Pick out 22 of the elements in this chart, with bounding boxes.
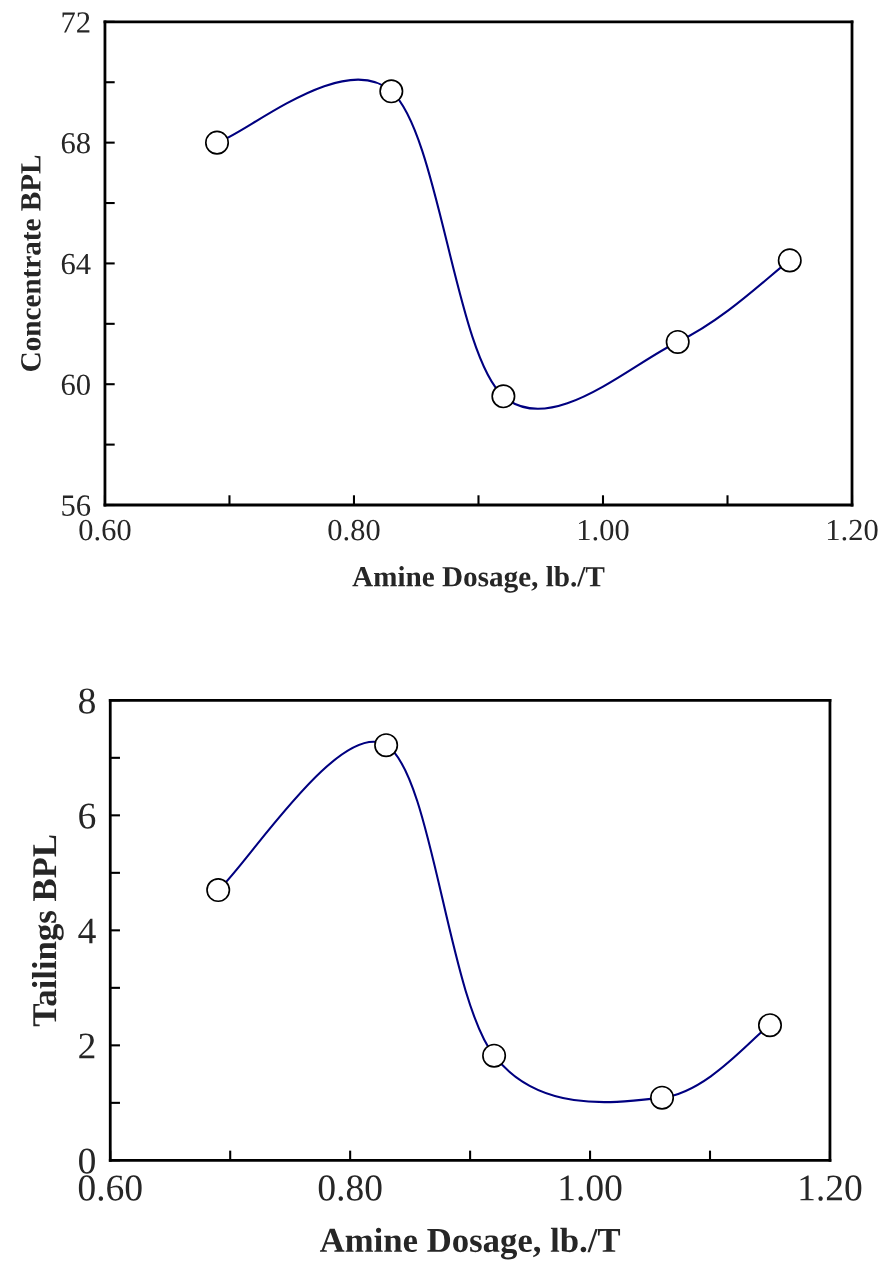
y-axis-title: Concentrate BPL <box>21 155 41 371</box>
y-tick-label: 64 <box>61 253 91 275</box>
x-tick-label: 1.20 <box>827 519 878 541</box>
x-tick-label: 0.80 <box>328 519 380 541</box>
x-tick-label: 0.60 <box>78 1175 142 1201</box>
x-tick-label: 1.00 <box>578 519 629 541</box>
y-tick-label: 2 <box>79 1033 95 1059</box>
y-tick-label: 60 <box>61 374 90 396</box>
y-tick-label: 6 <box>79 803 96 829</box>
x-axis-title: Amine Dosage, lb./T <box>352 566 605 593</box>
y-tick-label: 4 <box>78 918 96 944</box>
x-axis-title: Amine Dosage, lb./T <box>319 1227 621 1260</box>
y-tick-label: 72 <box>62 12 90 33</box>
y-tick-label: 56 <box>62 495 91 516</box>
x-tick-label: 0.80 <box>318 1175 382 1201</box>
y-axis-title: Tailings BPL <box>31 835 64 1027</box>
x-tick-label: 1.00 <box>560 1175 622 1201</box>
y-tick-label: 8 <box>79 688 95 714</box>
y-tick-label: 68 <box>61 132 90 154</box>
x-tick-label: 0.60 <box>79 519 131 541</box>
x-tick-label: 1.20 <box>800 1175 862 1201</box>
y-tick-label: 0 <box>79 1148 95 1174</box>
